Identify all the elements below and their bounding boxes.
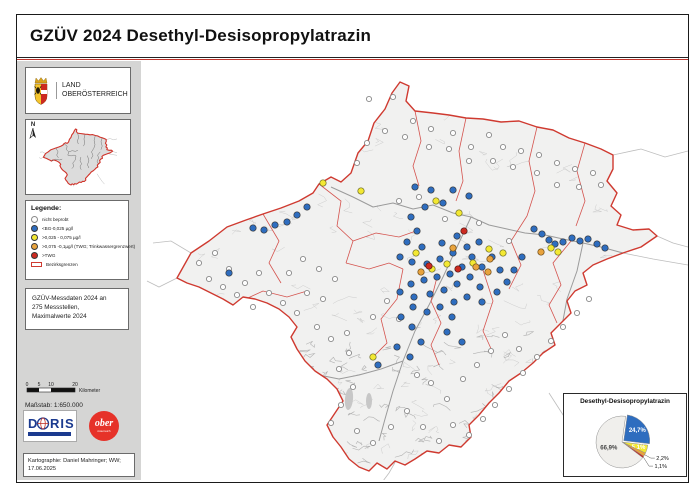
scale-text: Maßstab: 1:650.000 [25,402,83,409]
district-border-symbol [31,262,42,267]
pie-chart: 24,7% 5,1% 2,2% 1,1% 66,9% [595,414,669,470]
map-canvas [146,81,688,480]
svg-text:10: 10 [48,382,54,388]
oberoesterreich-tourismus-logo: ober österreich [89,411,119,441]
pie-slice [595,415,644,469]
info-line3: Maximalwerte 2024 [32,313,87,321]
info-line2: 275 Messstellen, [32,304,80,312]
red-divider [17,59,688,60]
stations-blue [225,183,609,369]
info-line1: GZÜV-Messdaten 2024 an [32,295,107,302]
station-symbol-icon [31,252,38,259]
credit-line1: Kartographie: Daniel Mahringer; WW; [28,458,121,464]
pie-slice [623,414,650,445]
data-info: GZÜV-Messdaten 2024 an 275 Messstellen, … [25,288,129,330]
title-bar: GZÜV 2024 Desethyl-Desisopropylatrazin [17,15,688,58]
pie-label: 24,7% [629,428,647,434]
logo-line1: LAND [62,81,81,89]
legend-label: nicht beprobt [42,217,69,222]
svg-text:Kilometer: Kilometer [79,388,100,394]
legend-rows: nicht beprobt <BG-0,025 µg/l >0,025 - 0,07… [31,215,135,269]
overview-map-canvas [38,128,118,187]
legend-title: Legende: [31,205,62,212]
legend-label: <BG-0,025 µg/l [42,226,74,231]
svg-text:5: 5 [38,382,41,388]
stations-orange [417,244,545,276]
legend-label: >TWG [42,253,56,258]
north-label: N [30,122,36,128]
legend-item: nicht beprobt [31,215,128,224]
logo-line2: OBERÖSTERREICH [62,90,128,98]
page-title: GZÜV 2024 Desethyl-Desisopropylatrazin [30,26,372,45]
svg-text:0: 0 [26,382,29,388]
legend-item: >TWG [31,251,128,260]
station-symbol-icon [31,225,38,232]
pie-label: 1,1% [654,464,667,470]
scalebar: 0 5 10 20 Kilometer Maßstab: 1:650.000 [25,381,135,409]
stations-yellow [319,179,562,361]
doris-d: D [28,416,37,431]
coat-of-arms-icon [34,76,48,105]
stations-nicht_beprobt [195,93,605,447]
logo-row: D RIS ober österreich [23,409,135,443]
credit: Kartographie: Daniel Mahringer; WW; 17.0… [23,453,135,477]
station-symbol-icon [31,243,38,250]
legend-item: >0,025 - 0,075 µg/l [31,233,128,242]
legend-label: >0,075 -0,1µg/l (TWG; Trinkwassergrenzwe… [42,244,136,249]
station-symbol-icon [31,234,38,241]
pie-label: 66,9% [600,445,618,451]
sidebar: LAND OBERÖSTERREICH N Legende: nicht bep… [17,61,141,480]
legend-item: <BG-0,025 µg/l [31,224,128,233]
station-symbol-icon [31,216,38,223]
svg-text:RIS: RIS [50,416,74,431]
logo-text: LAND OBERÖSTERREICH [56,81,128,100]
legend-item: Bezirksgrenzen [31,260,128,269]
north-arrow-icon: N [29,122,37,141]
main-map: Desethyl-Desisopropylatrazin 24,7% 5,1% 2,… [141,61,688,480]
ober-sub: österreich [97,429,111,433]
stations-red [425,227,468,273]
ober-script: ober [94,418,114,429]
overview-map: N [25,119,131,195]
doris-logo: D RIS [23,410,77,442]
legend-item: >0,075 -0,1µg/l (TWG; Trinkwassergrenzwe… [31,242,135,251]
sheet-frame: GZÜV 2024 Desethyl-Desisopropylatrazin L… [16,14,689,483]
svg-text:20: 20 [72,382,78,388]
legend: Legende: nicht beprobt <BG-0,025 µg/l >0,0… [25,200,135,280]
legend-label: >0,025 - 0,075 µg/l [42,235,81,240]
pie-label: 2,2% [656,456,669,462]
credit-line2: 17.06.2025 [28,466,56,473]
legend-label: Bezirksgrenzen [46,262,78,267]
pie-title: Desethyl-Desisopropylatrazin [580,398,670,405]
pie-label: 5,1% [632,445,646,451]
pie-chart-panel: Desethyl-Desisopropylatrazin 24,7% 5,1% 2,… [563,393,687,477]
land-ooe-logo: LAND OBERÖSTERREICH [25,67,131,114]
